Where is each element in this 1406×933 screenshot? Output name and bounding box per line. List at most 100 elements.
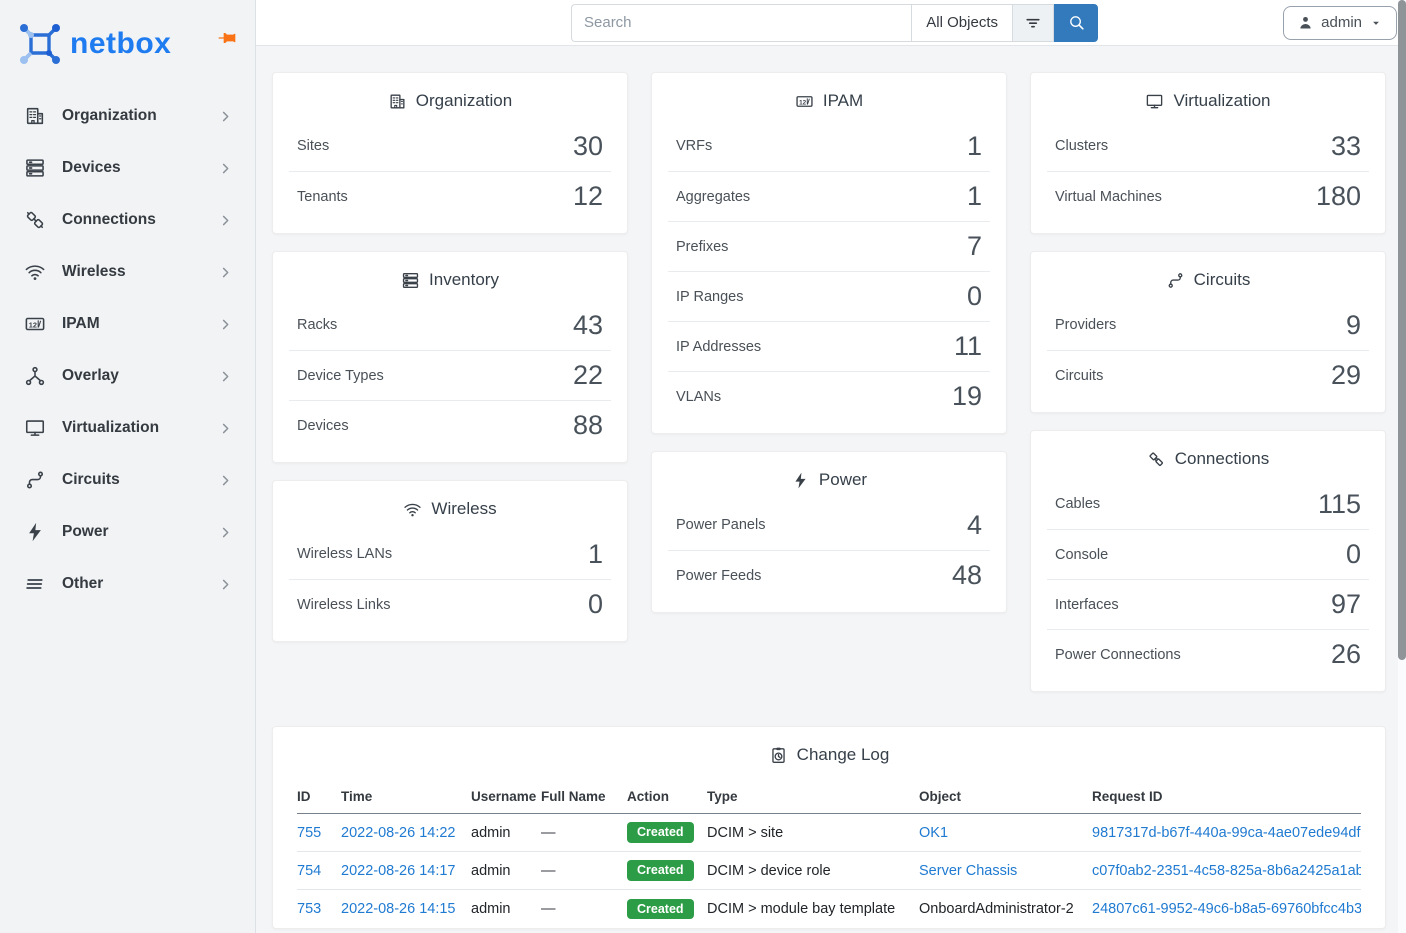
stat-label-ip-ranges[interactable]: IP Ranges bbox=[676, 288, 744, 305]
user-menu-button[interactable]: admin bbox=[1283, 5, 1397, 40]
stat-label-vlans[interactable]: VLANs bbox=[676, 388, 722, 405]
transit-connection-icon bbox=[1166, 271, 1185, 290]
stat-label-wireless-lans[interactable]: Wireless LANs bbox=[297, 546, 393, 562]
stat-value-power-feeds[interactable]: 48 bbox=[951, 560, 982, 590]
sidebar-item-connections[interactable]: Connections bbox=[0, 194, 255, 246]
pin-sidebar-icon[interactable] bbox=[217, 28, 237, 48]
stat-row: Aggregates 1 bbox=[668, 171, 990, 221]
card-title: Circuits bbox=[1031, 252, 1385, 300]
sidebar-item-label: Connections bbox=[62, 211, 156, 228]
stat-label-console[interactable]: Console bbox=[1055, 546, 1109, 563]
stat-label-tenants[interactable]: Tenants bbox=[297, 188, 348, 205]
stat-label-ip-addresses[interactable]: IP Addresses bbox=[676, 338, 762, 355]
sidebar-item-other[interactable]: Other bbox=[0, 558, 255, 610]
stat-value-devices[interactable]: 88 bbox=[572, 410, 603, 440]
stat-label-interfaces[interactable]: Interfaces bbox=[1055, 596, 1119, 613]
stat-value-ip-ranges[interactable]: 0 bbox=[966, 281, 982, 311]
stat-value-providers[interactable]: 9 bbox=[1345, 309, 1361, 340]
stat-value-device-types[interactable]: 22 bbox=[572, 360, 603, 390]
stat-label-power-panels[interactable]: Power Panels bbox=[676, 517, 766, 533]
table-row: 755 2022-08-26 14:22 admin — Created DCI… bbox=[297, 814, 1361, 852]
changelog-full-name: — bbox=[541, 824, 556, 841]
stat-label-racks[interactable]: Racks bbox=[297, 317, 338, 333]
changelog-request-id-link[interactable]: 24807c61-9952-49c6-b8a5-69760bfcc4b3 bbox=[1092, 900, 1361, 917]
stat-value-power-connections[interactable]: 26 bbox=[1330, 639, 1361, 669]
stat-value-circuits[interactable]: 29 bbox=[1330, 360, 1361, 390]
stat-value-interfaces[interactable]: 97 bbox=[1330, 589, 1361, 619]
card-title-text: IPAM bbox=[822, 91, 864, 110]
stat-value-racks[interactable]: 43 bbox=[572, 309, 603, 340]
stat-label-providers[interactable]: Providers bbox=[1055, 317, 1117, 333]
menu-lines-icon bbox=[24, 573, 46, 595]
sidebar-item-label: IPAM bbox=[62, 315, 100, 332]
stat-row: Wireless Links 0 bbox=[289, 579, 611, 629]
col-header-request-id: Request ID bbox=[1092, 781, 1361, 814]
stat-value-tenants[interactable]: 12 bbox=[572, 181, 603, 211]
stat-value-virtual-machines[interactable]: 180 bbox=[1315, 181, 1361, 211]
stat-label-aggregates[interactable]: Aggregates bbox=[676, 188, 751, 205]
stat-value-vrfs[interactable]: 1 bbox=[966, 130, 982, 161]
changelog-time-link[interactable]: 2022-08-26 14:17 bbox=[341, 862, 456, 879]
changelog-time-link[interactable]: 2022-08-26 14:15 bbox=[341, 900, 456, 917]
changelog-object-link[interactable]: Server Chassis bbox=[919, 862, 1018, 879]
stat-value-clusters[interactable]: 33 bbox=[1330, 130, 1361, 161]
stat-value-prefixes[interactable]: 7 bbox=[966, 231, 982, 261]
filter-button[interactable] bbox=[1012, 3, 1054, 42]
stat-label-vrfs[interactable]: VRFs bbox=[676, 138, 713, 154]
stat-value-wireless-links[interactable]: 0 bbox=[587, 589, 603, 619]
changelog-request-id-link[interactable]: 9817317d-b67f-440a-99ca-4ae07ede94df bbox=[1092, 824, 1361, 841]
stat-row: Prefixes 7 bbox=[668, 221, 990, 271]
inventory-card: Inventory Racks 43 Device Types 22 Devic… bbox=[272, 251, 628, 463]
stat-value-aggregates[interactable]: 1 bbox=[966, 181, 982, 211]
change-log-table: ID Time Username Full Name Action Type O… bbox=[297, 781, 1361, 928]
stat-row: Virtual Machines 180 bbox=[1047, 171, 1369, 221]
building-icon bbox=[24, 105, 46, 127]
sidebar-item-overlay[interactable]: Overlay bbox=[0, 350, 255, 402]
stat-label-devices[interactable]: Devices bbox=[297, 417, 349, 434]
sidebar-item-wireless[interactable]: Wireless bbox=[0, 246, 255, 298]
scrollbar-track[interactable] bbox=[1398, 0, 1406, 933]
stat-label-virtual-machines[interactable]: Virtual Machines bbox=[1055, 188, 1162, 205]
sidebar-item-circuits[interactable]: Circuits bbox=[0, 454, 255, 506]
stat-value-power-panels[interactable]: 4 bbox=[966, 509, 982, 540]
stat-value-cables[interactable]: 115 bbox=[1317, 488, 1361, 519]
search-button[interactable] bbox=[1054, 3, 1098, 42]
stat-value-console[interactable]: 0 bbox=[1345, 539, 1361, 569]
sidebar-item-virtualization[interactable]: Virtualization bbox=[0, 402, 255, 454]
scrollbar-thumb[interactable] bbox=[1398, 0, 1406, 660]
counter-icon bbox=[795, 92, 814, 111]
stat-label-wireless-links[interactable]: Wireless Links bbox=[297, 596, 391, 613]
brand[interactable]: netbox bbox=[0, 0, 255, 80]
search-scope-dropdown[interactable]: All Objects bbox=[911, 3, 1012, 42]
power-card: Power Power Panels 4 Power Feeds 48 bbox=[651, 451, 1007, 613]
stat-label-power-connections[interactable]: Power Connections bbox=[1055, 646, 1181, 663]
stat-label-prefixes[interactable]: Prefixes bbox=[676, 238, 729, 255]
stat-label-circuits[interactable]: Circuits bbox=[1055, 367, 1104, 384]
changelog-id-link[interactable]: 755 bbox=[297, 824, 322, 841]
sidebar-item-power[interactable]: Power bbox=[0, 506, 255, 558]
sidebar-item-ipam[interactable]: IPAM bbox=[0, 298, 255, 350]
stat-label-clusters[interactable]: Clusters bbox=[1055, 138, 1109, 154]
lightning-bolt-icon bbox=[24, 521, 46, 543]
stat-row: Device Types 22 bbox=[289, 350, 611, 400]
cable-icon bbox=[1147, 450, 1166, 469]
changelog-object-link[interactable]: OK1 bbox=[919, 824, 949, 841]
search-icon bbox=[1067, 13, 1086, 32]
changelog-id-link[interactable]: 754 bbox=[297, 862, 322, 879]
search-input[interactable] bbox=[571, 3, 912, 42]
changelog-id-link[interactable]: 753 bbox=[297, 900, 322, 917]
stat-value-wireless-lans[interactable]: 1 bbox=[587, 538, 603, 569]
stat-value-sites[interactable]: 30 bbox=[572, 130, 603, 161]
card-title-text: Power bbox=[818, 470, 868, 489]
sidebar-item-organization[interactable]: Organization bbox=[0, 90, 255, 142]
stat-label-cables[interactable]: Cables bbox=[1055, 496, 1101, 512]
stat-label-device-types[interactable]: Device Types bbox=[297, 367, 384, 384]
sidebar-item-devices[interactable]: Devices bbox=[0, 142, 255, 194]
changelog-request-id-link[interactable]: c07f0ab2-2351-4c58-825a-8b6a2425a1ab bbox=[1092, 862, 1361, 879]
stat-label-power-feeds[interactable]: Power Feeds bbox=[676, 567, 762, 584]
stat-value-ip-addresses[interactable]: 11 bbox=[953, 331, 982, 361]
changelog-time-link[interactable]: 2022-08-26 14:22 bbox=[341, 824, 456, 841]
chevron-right-icon bbox=[218, 421, 233, 436]
stat-label-sites[interactable]: Sites bbox=[297, 138, 330, 154]
stat-value-vlans[interactable]: 19 bbox=[951, 381, 982, 411]
